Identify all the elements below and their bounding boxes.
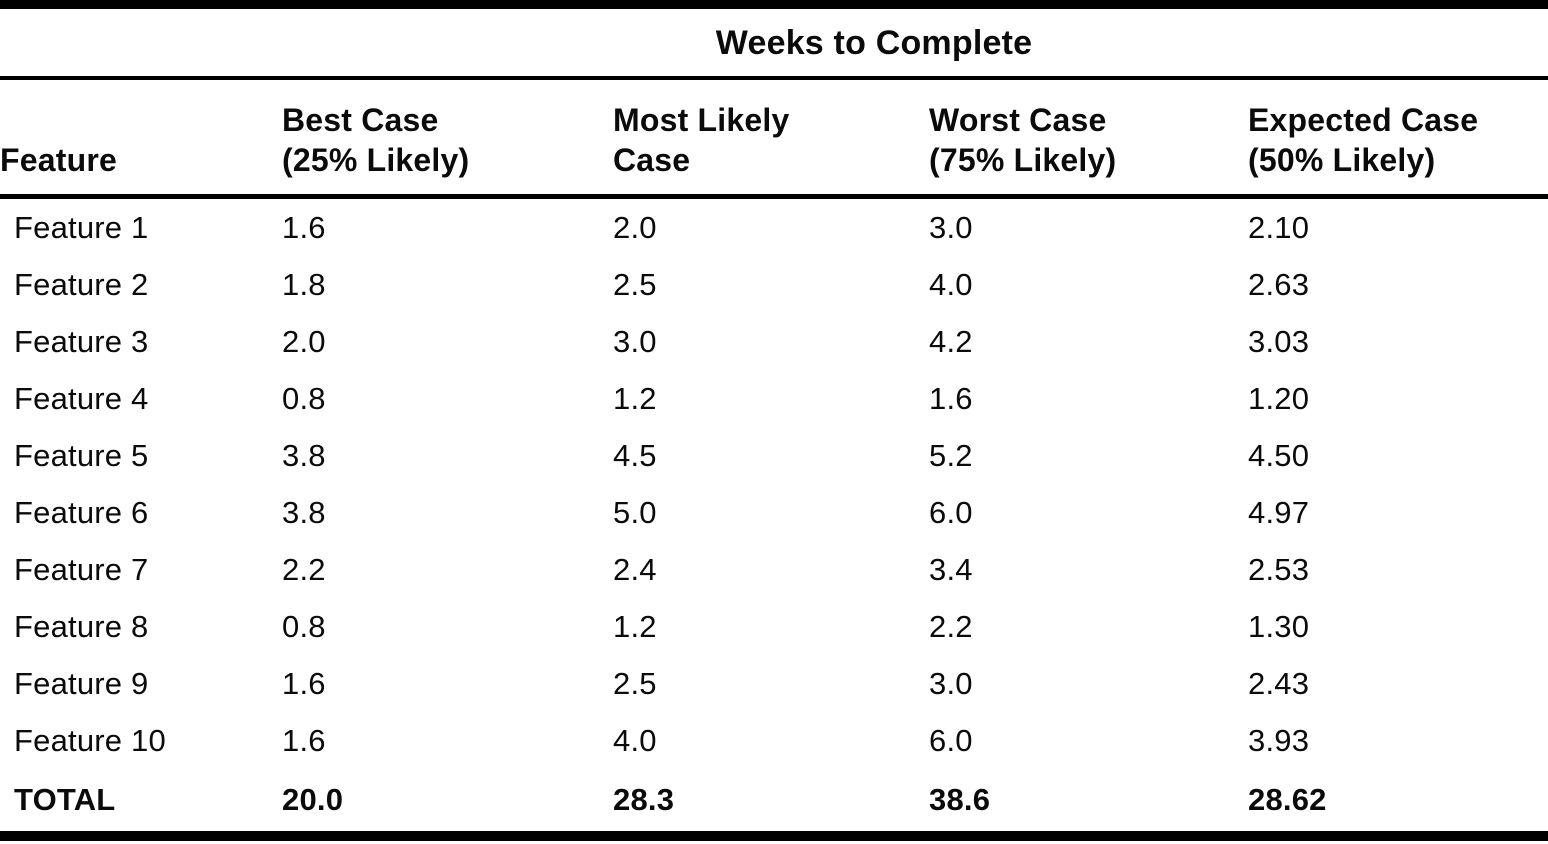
table-row: Feature 6 3.8 5.0 6.0 4.97: [0, 484, 1548, 541]
worst-case-cell: 6.0: [929, 494, 973, 530]
most-likely-case-cell: 5.0: [613, 494, 657, 530]
worst-case-cell: 5.2: [929, 437, 973, 473]
feature-cell: Feature 4: [14, 380, 149, 416]
expected-case-cell: 2.53: [1248, 551, 1310, 587]
most-likely-case-cell: 2.4: [613, 551, 657, 587]
column-header-expected-case: Expected Case (50% Likely): [1248, 78, 1548, 199]
worst-case-cell: 2.2: [929, 608, 973, 644]
table-row: Feature 8 0.8 1.2 2.2 1.30: [0, 598, 1548, 655]
table-row: Feature 2 1.8 2.5 4.0 2.63: [0, 256, 1548, 313]
total-label: TOTAL: [14, 782, 116, 817]
expected-case-cell: 1.20: [1248, 380, 1310, 416]
feature-cell: Feature 8: [14, 608, 149, 644]
column-header-feature: Feature: [0, 78, 282, 199]
expected-case-cell: 2.10: [1248, 209, 1310, 245]
table-row: Feature 5 3.8 4.5 5.2 4.50: [0, 427, 1548, 484]
span-header-row: Weeks to Complete: [0, 4, 1548, 80]
feature-cell: Feature 6: [14, 494, 149, 530]
total-row: TOTAL 20.0 28.3 38.6 28.62: [0, 769, 1548, 836]
worst-case-cell: 3.4: [929, 551, 973, 587]
best-case-cell: 2.2: [282, 551, 326, 587]
table-row: Feature 7 2.2 2.4 3.4 2.53: [0, 541, 1548, 598]
most-likely-case-cell: 2.5: [613, 266, 657, 302]
expected-case-cell: 4.97: [1248, 494, 1310, 530]
most-likely-case-cell: 4.5: [613, 437, 657, 473]
best-case-cell: 0.8: [282, 380, 326, 416]
worst-case-cell: 3.0: [929, 209, 973, 245]
feature-cell: Feature 7: [14, 551, 149, 587]
most-likely-case-cell: 1.2: [613, 608, 657, 644]
table-row: Feature 9 1.6 2.5 3.0 2.43: [0, 655, 1548, 712]
best-case-cell: 1.6: [282, 722, 326, 758]
total-most-likely-case: 28.3: [613, 782, 675, 817]
most-likely-case-cell: 4.0: [613, 722, 657, 758]
expected-case-cell: 4.50: [1248, 437, 1310, 473]
total-best-case: 20.0: [282, 782, 344, 817]
worst-case-cell: 6.0: [929, 722, 973, 758]
best-case-cell: 3.8: [282, 437, 326, 473]
best-case-cell: 2.0: [282, 323, 326, 359]
worst-case-cell: 3.0: [929, 665, 973, 701]
worst-case-cell: 4.2: [929, 323, 973, 359]
feature-cell: Feature 5: [14, 437, 149, 473]
expected-case-cell: 3.03: [1248, 323, 1310, 359]
table-row: Feature 1 1.6 2.0 3.0 2.10: [0, 197, 1548, 257]
expected-case-cell: 2.63: [1248, 266, 1310, 302]
expected-case-cell: 2.43: [1248, 665, 1310, 701]
feature-cell: Feature 9: [14, 665, 149, 701]
table-body: Feature 1 1.6 2.0 3.0 2.10 Feature 2 1.8…: [0, 197, 1548, 770]
most-likely-case-cell: 2.5: [613, 665, 657, 701]
best-case-cell: 0.8: [282, 608, 326, 644]
total-worst-case: 38.6: [929, 782, 991, 817]
feature-cell: Feature 10: [14, 722, 166, 758]
column-header-row: Feature Best Case (25% Likely) Most Like…: [0, 78, 1548, 199]
feature-cell: Feature 1: [14, 209, 149, 245]
most-likely-case-cell: 3.0: [613, 323, 657, 359]
most-likely-case-cell: 2.0: [613, 209, 657, 245]
feature-cell: Feature 2: [14, 266, 149, 302]
worst-case-cell: 1.6: [929, 380, 973, 416]
best-case-cell: 1.8: [282, 266, 326, 302]
total-expected-case: 28.62: [1248, 782, 1327, 817]
worst-case-cell: 4.0: [929, 266, 973, 302]
best-case-cell: 1.6: [282, 665, 326, 701]
table-row: Feature 3 2.0 3.0 4.2 3.03: [0, 313, 1548, 370]
most-likely-case-cell: 1.2: [613, 380, 657, 416]
best-case-cell: 1.6: [282, 209, 326, 245]
column-header-most-likely-case: Most Likely Case: [613, 78, 929, 199]
table-title: Weeks to Complete: [0, 4, 1548, 80]
column-header-worst-case: Worst Case (75% Likely): [929, 78, 1248, 199]
column-header-best-case: Best Case (25% Likely): [282, 78, 613, 199]
expected-case-cell: 3.93: [1248, 722, 1310, 758]
best-case-cell: 3.8: [282, 494, 326, 530]
table-row: Feature 4 0.8 1.2 1.6 1.20: [0, 370, 1548, 427]
expected-case-cell: 1.30: [1248, 608, 1310, 644]
table-row: Feature 10 1.6 4.0 6.0 3.93: [0, 712, 1548, 769]
feature-cell: Feature 3: [14, 323, 149, 359]
